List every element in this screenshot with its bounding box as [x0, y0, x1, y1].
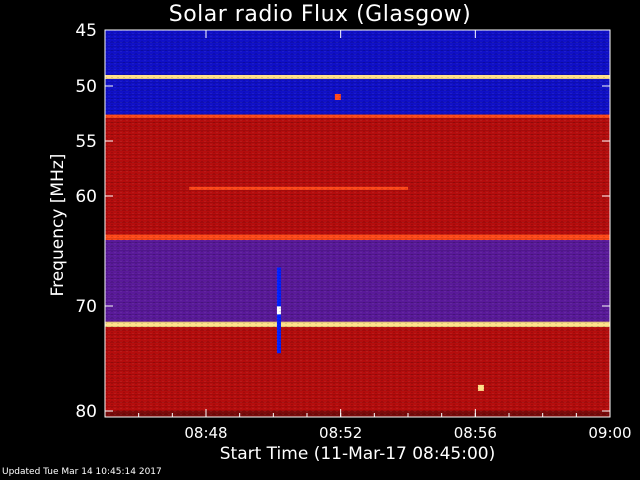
y-tick-label: 45 [75, 21, 97, 41]
y-axis-label: Frequency [MHz] [48, 153, 68, 297]
plot-frame [104, 29, 611, 418]
y-tick-label: 80 [75, 402, 97, 422]
y-tick-label: 50 [75, 77, 97, 97]
update-timestamp: Updated Tue Mar 14 10:45:14 2017 [2, 467, 162, 477]
y-tick-label: 55 [75, 132, 97, 152]
x-tick-label: 08:56 [454, 424, 497, 442]
y-tick-label: 60 [75, 187, 97, 207]
noise-overlay [105, 30, 610, 417]
plot-axes: 45 50 55 60 70 80 08:48 08:52 08:56 09:00 [75, 21, 631, 442]
x-tick-label: 08:52 [319, 424, 362, 442]
x-tick-label: 08:48 [184, 424, 227, 442]
chart-title: Solar radio Flux (Glasgow) [168, 2, 472, 27]
x-axis-label: Start Time (11-Mar-17 08:45:00) [219, 444, 496, 464]
x-tick-label: 09:00 [588, 424, 631, 442]
y-tick-label: 70 [75, 297, 97, 317]
